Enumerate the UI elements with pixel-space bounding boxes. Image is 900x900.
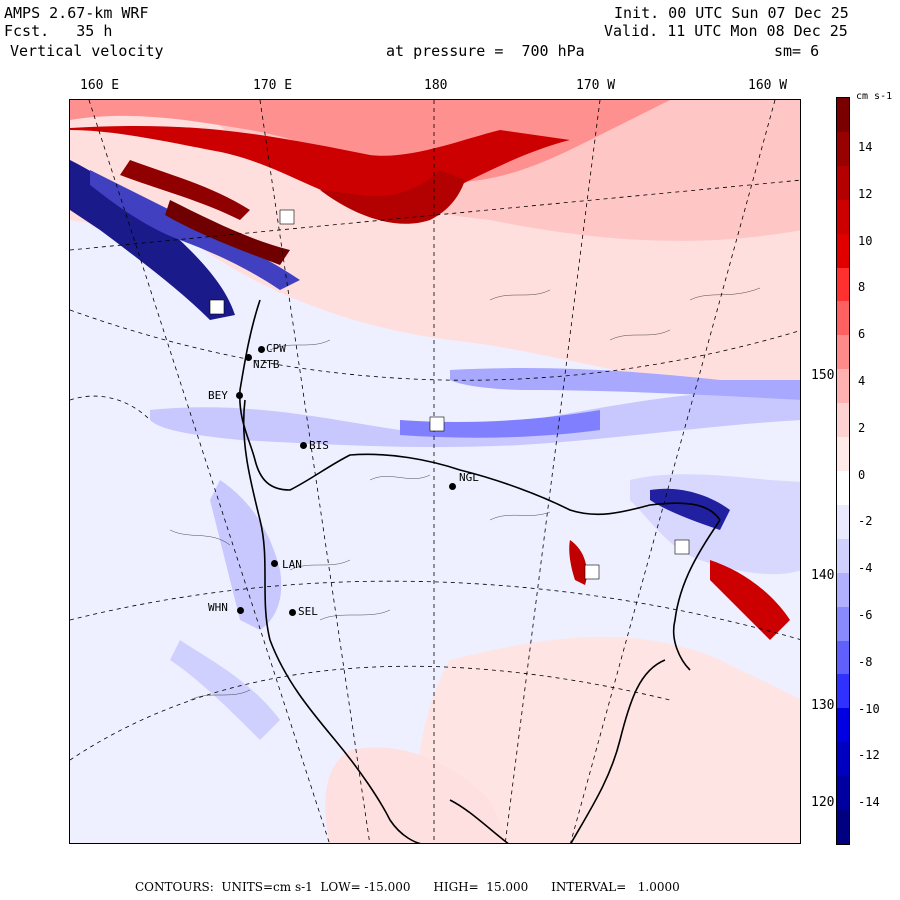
right-cluster-red [710, 560, 790, 640]
central-blue-band [150, 385, 800, 448]
colorbar-segment [837, 403, 849, 438]
smoothing-value: sm= 6 [774, 42, 820, 60]
colorbar-segment [837, 810, 849, 845]
top-left-red-wave-2 [165, 200, 290, 265]
lon-label-170w: 170 W [576, 78, 616, 93]
station-sel: SEL [298, 605, 318, 618]
valid-time: Valid. 11 UTC Mon 08 Dec 25 [604, 22, 848, 40]
colorbar [836, 97, 850, 845]
station-cpw: CPW [266, 342, 286, 355]
colorbar-tick-label: -14 [858, 795, 880, 810]
contour-label-boxes [209, 209, 690, 580]
colorbar-segment [837, 98, 849, 133]
right-cluster-dark [650, 488, 730, 530]
station-dot-bey [236, 392, 243, 399]
top-red-band [70, 100, 670, 182]
model-title: AMPS 2.67-km WRF [4, 4, 149, 22]
lower-right-warm-region [416, 636, 800, 843]
coastline [239, 299, 721, 843]
lon-label-170e: 170 E [253, 78, 293, 93]
colorbar-segment [837, 437, 849, 472]
station-dot-cpw [258, 346, 265, 353]
station-lan: LAN [282, 558, 302, 571]
pressure-level: at pressure = 700 hPa [386, 42, 585, 60]
central-blue-band-upper [450, 368, 800, 400]
central-red-cell [569, 540, 587, 585]
colorbar-segment [837, 233, 849, 269]
station-bis: BIS [309, 439, 329, 452]
central-blue-core [400, 410, 600, 438]
top-red-core [320, 170, 465, 224]
colorbar-tick-label: -10 [858, 701, 880, 716]
colorbar-unit: cm s-1 [856, 91, 893, 102]
map-panel: CPW NZTB BEY BIS NGL LAN WHN SEL [69, 99, 801, 844]
colorbar-segment [837, 369, 849, 404]
station-ngl: NGL [459, 471, 479, 484]
colorbar-tick-label: 10 [858, 233, 873, 248]
colorbar-segment [837, 199, 849, 235]
station-dot-ngl [449, 483, 456, 490]
colorbar-tick-label: 12 [858, 186, 873, 201]
station-dot-nztb [245, 354, 252, 361]
variable-name: Vertical velocity [10, 42, 164, 60]
colorbar-tick-label: -8 [858, 654, 873, 669]
lon-label-160w: 160 W [748, 78, 788, 93]
colorbar-tick-label: 0 [858, 467, 866, 482]
top-left-red-wave [120, 160, 250, 220]
colorbar-segment [837, 640, 849, 675]
colorbar-tick-label: -12 [858, 748, 880, 763]
vertical-velocity-map [70, 100, 800, 843]
colorbar-segment [837, 267, 849, 302]
station-dot-bis [300, 442, 307, 449]
grid-lines [70, 100, 800, 843]
colorbar-segment [837, 572, 849, 608]
forecast-hour: Fcst. 35 h [4, 22, 113, 40]
init-time: Init. 00 UTC Sun 07 Dec 25 [614, 4, 849, 22]
station-dot-lan [271, 560, 278, 567]
station-nztb: NZTB [253, 358, 280, 371]
colorbar-segment [837, 606, 849, 642]
station-dot-sel [289, 609, 296, 616]
colorbar-tick-label: -2 [858, 514, 873, 529]
lower-warm-patch [325, 747, 510, 843]
colorbar-segment [837, 708, 849, 743]
colorbar-segment [837, 776, 849, 811]
colorbar-segment [837, 742, 849, 777]
colorbar-tick-label: 14 [858, 140, 873, 154]
colorbar-segment [837, 504, 849, 540]
colorbar-tick-label: 2 [858, 420, 866, 435]
coastal-blue-patch-1 [210, 480, 282, 630]
colorbar-tick-label: 6 [858, 327, 866, 342]
colorbar-segment [837, 165, 849, 201]
colorbar-segment [837, 674, 849, 709]
lon-label-160e: 160 E [80, 78, 120, 93]
contour-info-footer: CONTOURS: UNITS=cm s-1 LOW= -15.000 HIGH… [135, 880, 680, 894]
colorbar-segment [837, 335, 849, 370]
station-whn: WHN [208, 601, 228, 614]
colorbar-tick-label: -6 [858, 608, 873, 622]
station-dot-whn [237, 607, 244, 614]
colorbar-tick-label: 8 [858, 280, 866, 295]
colorbar-segment [837, 301, 849, 336]
colorbar-tick-label: 4 [858, 374, 866, 388]
station-bey: BEY [208, 389, 228, 402]
colorbar-tick-label: -4 [858, 561, 873, 576]
colorbar-segment [837, 471, 849, 506]
lon-label-180: 180 [424, 78, 448, 93]
colorbar-segment [837, 538, 849, 574]
contour-lines [169, 287, 761, 701]
colorbar-segment [837, 131, 849, 167]
